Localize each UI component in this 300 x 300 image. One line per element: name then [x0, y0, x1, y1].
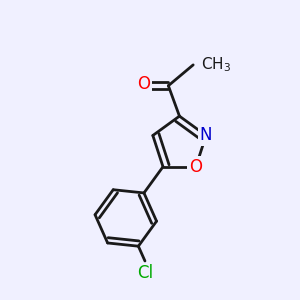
- Text: N: N: [200, 127, 212, 145]
- Text: O: O: [189, 158, 203, 176]
- Text: CH$_3$: CH$_3$: [200, 56, 231, 74]
- Text: Cl: Cl: [137, 264, 153, 282]
- Text: O: O: [137, 75, 150, 93]
